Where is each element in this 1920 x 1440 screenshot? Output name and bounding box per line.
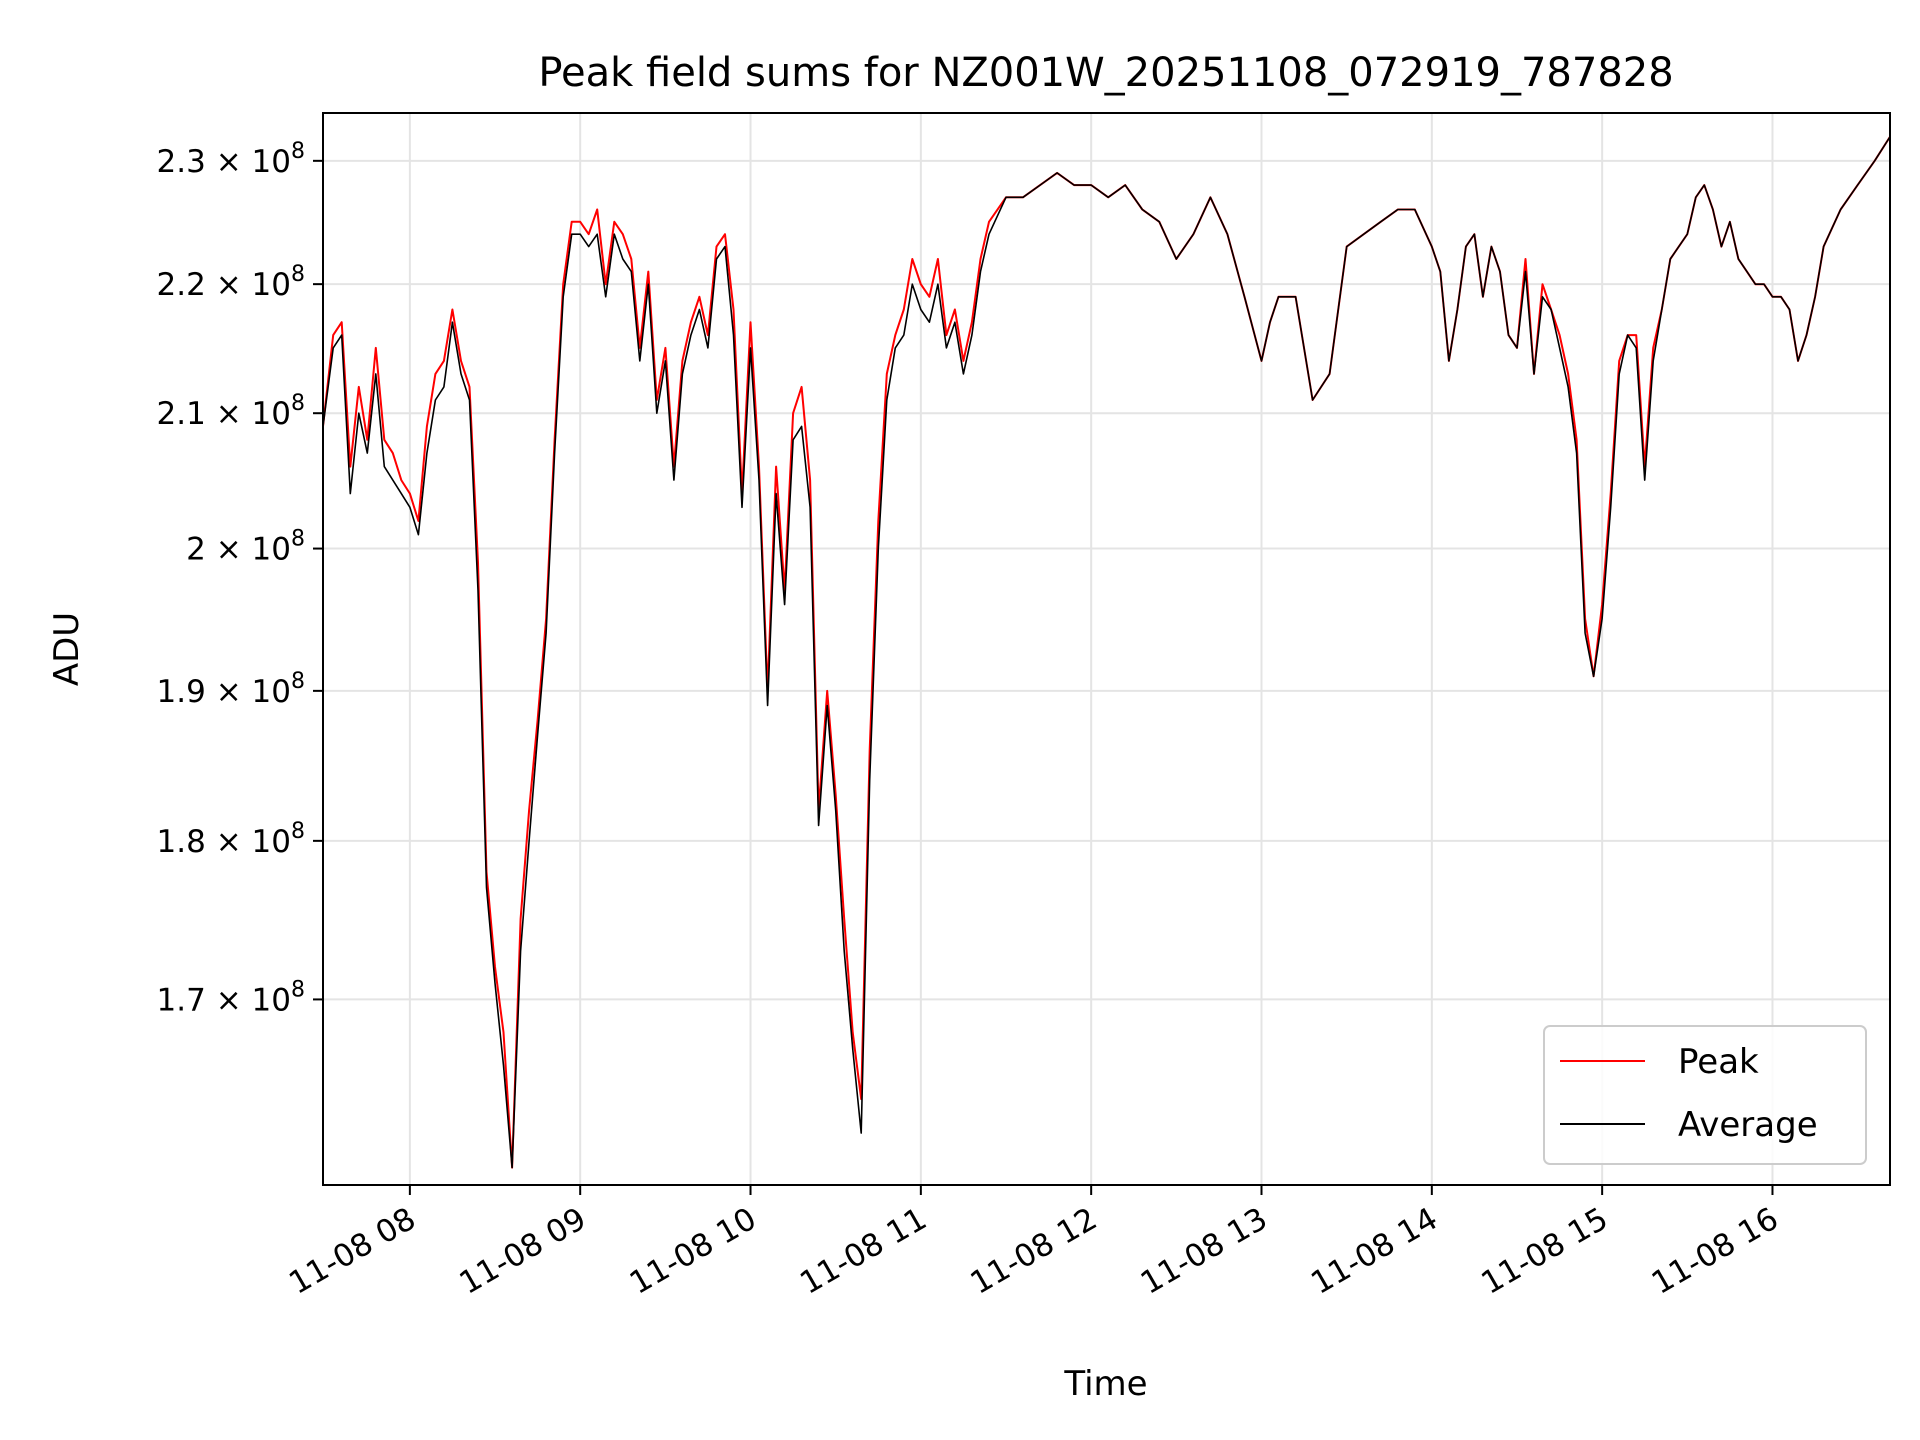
y-tick-label: 2.1 × 108 [157,391,305,432]
y-tick-exponent: 8 [291,669,305,694]
y-tick-mantissa: 1.8 [157,824,206,860]
y-tick-mantissa: 2 [186,532,206,568]
legend-label-peak: Peak [1678,1042,1759,1082]
y-tick-mantissa: 2.2 [157,267,206,303]
x-axis-label: Time [1063,1364,1147,1404]
y-tick-multiply-sign: × 10 [206,396,291,432]
y-tick-label: 1.8 × 108 [157,819,305,860]
y-tick-mantissa: 2.3 [157,144,206,180]
y-tick-multiply-sign: × 10 [206,144,291,180]
series-group [323,136,1890,1169]
y-tick-label: 1.9 × 108 [157,669,305,710]
y-axis-label: ADU [47,612,87,686]
y-tick-multiply-sign: × 10 [206,267,291,303]
y-tick-label: 2.2 × 108 [157,262,305,303]
y-tick-mantissa: 1.7 [157,982,206,1018]
y-tick-exponent: 8 [291,139,305,164]
y-tick-exponent: 8 [291,391,305,416]
legend-label-average: Average [1678,1105,1818,1145]
y-tick-label: 2.3 × 108 [157,139,305,180]
y-tick-exponent: 8 [291,527,305,552]
y-tick-multiply-sign: × 10 [206,982,291,1018]
series-line-peak [323,136,1890,1169]
plot-frame [322,112,1891,1186]
y-tick-multiply-sign: × 10 [206,824,291,860]
plot-area [323,136,1890,1169]
y-tick-mantissa: 1.9 [157,674,206,710]
y-tick-exponent: 8 [291,262,305,287]
y-tick-multiply-sign: × 10 [206,674,291,710]
series-line-average [323,136,1890,1169]
y-tick-exponent: 8 [291,977,305,1002]
y-tick-label: 1.7 × 108 [157,977,305,1018]
y-tick-exponent: 8 [291,819,305,844]
y-tick-mantissa: 2.1 [157,396,206,432]
chart-title: Peak field sums for NZ001W_20251108_0729… [538,50,1673,96]
grid-lines [323,113,1890,1185]
legend: Peak Average [1543,1025,1867,1165]
y-tick-label: 2 × 108 [186,527,305,568]
y-tick-multiply-sign: × 10 [206,532,291,568]
